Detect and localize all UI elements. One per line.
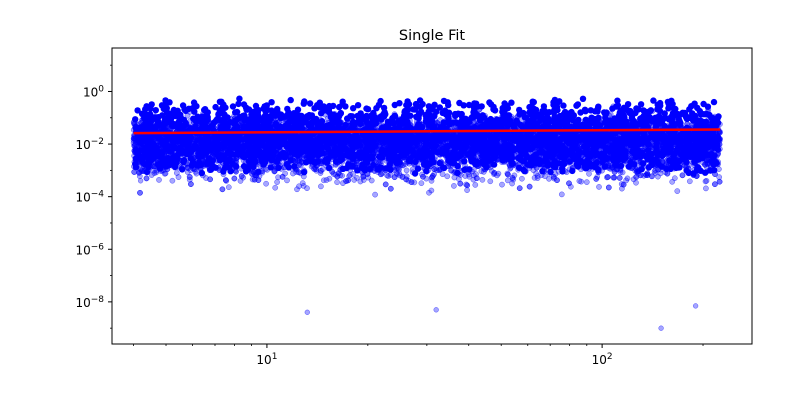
- scatter-point: [583, 179, 590, 185]
- scatter-point: [284, 177, 290, 184]
- scatter-point: [495, 170, 502, 177]
- scatter-point: [444, 173, 451, 180]
- scatter-series: [130, 95, 723, 331]
- scatter-point: [294, 186, 300, 193]
- scatter-point: [558, 191, 565, 198]
- scatter-point: [169, 177, 176, 184]
- scatter-point: [487, 178, 494, 185]
- scatter-point: [462, 173, 469, 179]
- scatter-point: [136, 173, 143, 180]
- scatter-point: [340, 180, 346, 186]
- scatter-point: [464, 187, 470, 193]
- scatter-point: [297, 162, 304, 169]
- scatter-point: [272, 184, 279, 191]
- scatter-point: [567, 183, 574, 190]
- chart-title: Single Fit: [399, 28, 465, 44]
- scatter-point: [479, 176, 486, 183]
- scatter-point: [426, 189, 432, 196]
- scatter-point: [423, 175, 430, 182]
- scatter-point: [418, 180, 425, 187]
- scatter-point: [507, 165, 514, 172]
- scatter-point: [274, 179, 280, 185]
- scatter-point: [263, 180, 269, 187]
- plot-area: [130, 95, 723, 331]
- scatter-point: [703, 185, 709, 192]
- scatter-point: [686, 178, 693, 185]
- scatter-point: [703, 177, 710, 184]
- scatter-point: [326, 175, 333, 182]
- scatter-point: [586, 170, 592, 177]
- scatter-point: [296, 183, 302, 190]
- scatter-point: [499, 181, 505, 188]
- scatter-point: [519, 175, 525, 182]
- scatter-point: [372, 191, 378, 198]
- scatter-point: [403, 167, 410, 174]
- scatter-point: [669, 178, 676, 185]
- scatter-point: [596, 184, 602, 190]
- scatter-point: [156, 177, 162, 183]
- scatter-point: [225, 184, 232, 191]
- scatter-point: [318, 183, 324, 190]
- scatter-point: [674, 188, 681, 194]
- scatter-point: [334, 179, 340, 186]
- scatter-point: [534, 175, 541, 181]
